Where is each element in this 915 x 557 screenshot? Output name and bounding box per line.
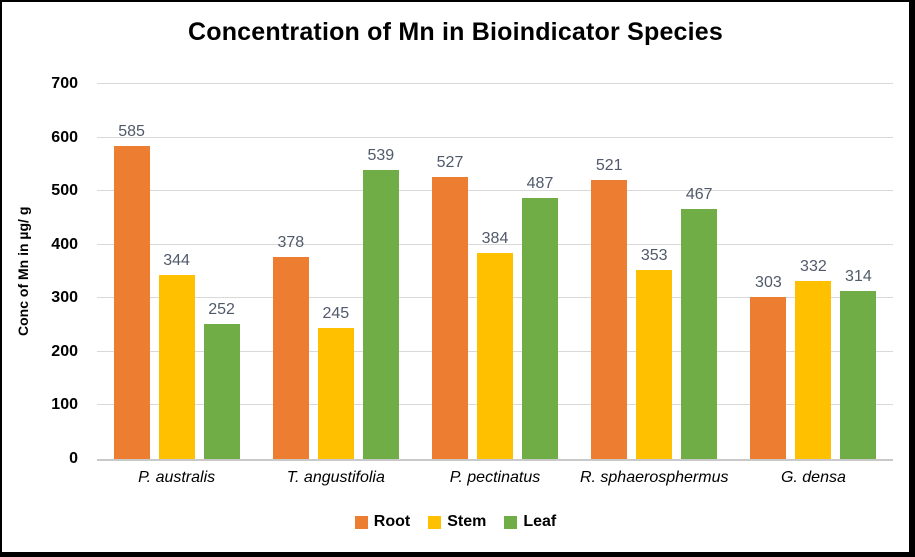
y-tick-600: 600 [51, 128, 78, 146]
data-label: 245 [322, 304, 350, 322]
bar-root-3: 527 [432, 154, 468, 459]
y-tick-0: 0 [69, 450, 78, 467]
y-tick-700: 700 [51, 75, 78, 92]
bar-leaf-2: 539 [362, 147, 399, 459]
bar-stem-4: 353 [636, 247, 673, 459]
data-label: 344 [163, 251, 190, 269]
gridline-400 [97, 243, 893, 245]
legend-item-root: Root [354, 513, 411, 531]
legend-swatch-root [354, 515, 368, 529]
gridline-700 [97, 83, 893, 84]
gridline-500 [97, 190, 893, 192]
chart-title: Concentration of Mn in Bioindicator Spec… [187, 18, 724, 46]
data-label: 487 [526, 175, 554, 193]
y-tick-500: 500 [51, 182, 78, 200]
data-label: 378 [277, 233, 305, 251]
bar-leaf-3: 487 [522, 175, 558, 459]
data-label: 521 [595, 156, 623, 174]
legend-label: Root [373, 513, 411, 530]
data-label: 332 [800, 258, 827, 276]
y-tick-300: 300 [51, 289, 78, 307]
y-tick-100: 100 [51, 396, 78, 414]
x-category-label-1: P. australis [138, 469, 216, 486]
bar-leaf-1: 252 [203, 301, 240, 459]
legend-swatch-stem [428, 515, 442, 529]
bar-stem-3: 384 [477, 230, 513, 459]
data-label: 384 [481, 230, 509, 248]
x-category-label-5: G. densa [780, 469, 846, 486]
bar-root-5: 303 [750, 274, 787, 459]
y-axis-ticks: 0 100 200 300 400 500 600 700 [2, 75, 88, 467]
x-category-label-4: R. sphaerosphermus [579, 469, 729, 486]
x-axis-labels: P. australis T. angustifolia P. pectinatus… [97, 469, 893, 487]
bar-group-2: 378 245 539 [256, 84, 415, 459]
legend-item-leaf: Leaf [504, 513, 556, 531]
data-label: 467 [685, 185, 713, 203]
y-tick-200: 200 [51, 342, 78, 360]
data-label: 539 [367, 147, 395, 165]
x-category-label-2: T. angustifolia [286, 469, 385, 486]
bar-group-3: 527 384 487 [415, 84, 574, 459]
data-label: 303 [755, 273, 782, 291]
bar-stem-5: 332 [795, 258, 832, 459]
legend-label: Stem [447, 513, 487, 530]
x-category-label-3: P. pectinatus [449, 469, 541, 486]
gridline-600 [97, 136, 893, 138]
data-label: 527 [436, 153, 464, 171]
bar-root-1: 585 [113, 123, 150, 459]
bar-group-4: 521 353 467 [575, 84, 734, 459]
legend-item-stem: Stem [428, 513, 486, 531]
legend-swatch-leaf [504, 515, 518, 529]
bar-group-1: 585 344 252 [97, 84, 256, 459]
bar-stem-1: 344 [158, 252, 195, 459]
legend: Root Stem Leaf [2, 513, 909, 531]
y-tick-400: 400 [51, 235, 78, 253]
bar-root-4: 521 [591, 157, 628, 459]
legend-label: Leaf [523, 513, 557, 530]
data-label: 353 [640, 246, 668, 264]
bar-groups: 585 344 252 378 245 539 527 384 487 521 353 467 303 3… [97, 84, 893, 459]
data-label: 314 [845, 267, 872, 285]
bar-leaf-5: 314 [840, 268, 877, 459]
plot-area: 585 344 252 378 245 539 527 384 487 521 353 467 303 3… [97, 83, 893, 461]
data-label: 252 [208, 301, 235, 318]
bar-group-5: 303 332 314 [734, 84, 893, 459]
bar-stem-2: 245 [317, 305, 354, 459]
bar-leaf-4: 467 [681, 186, 718, 459]
bar-root-2: 378 [272, 234, 309, 459]
data-label: 585 [118, 122, 145, 140]
